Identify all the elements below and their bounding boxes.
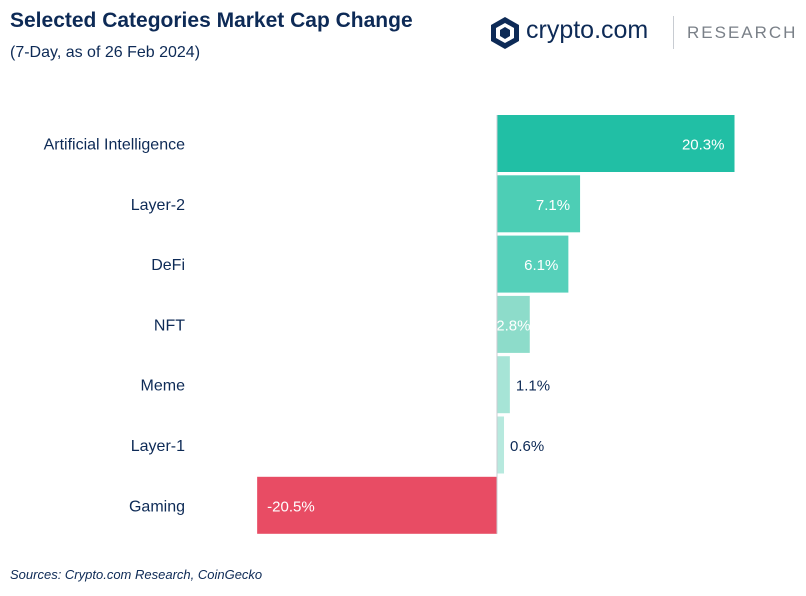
bar-defi — [497, 235, 569, 293]
chart-title: Selected Categories Market Cap Change — [10, 9, 413, 32]
bar-layer-1 — [497, 416, 505, 474]
category-label-layer-2: Layer-2 — [131, 197, 185, 214]
data-label-artificial-intelligence: 20.3% — [682, 137, 725, 154]
category-label-gaming: Gaming — [129, 498, 185, 515]
logo-research-text: RESEARCH — [687, 23, 798, 42]
bar-artificial-intelligence — [497, 115, 735, 172]
crypto-com-research-logo: crypto.com RESEARCH — [490, 14, 800, 54]
bar-layer-2 — [497, 175, 581, 233]
bar-meme — [497, 356, 510, 414]
category-label-layer-1: Layer-1 — [131, 438, 185, 455]
category-label-defi: DeFi — [151, 257, 185, 274]
chart-source-note: Sources: Crypto.com Research, CoinGecko — [10, 567, 263, 582]
data-label-layer-1: 0.6% — [510, 438, 544, 455]
category-label-artificial-intelligence: Artificial Intelligence — [44, 137, 186, 154]
category-label-meme: Meme — [141, 378, 186, 395]
data-label-defi: 6.1% — [524, 257, 558, 274]
data-label-gaming: -20.5% — [267, 498, 315, 515]
category-label-nft: NFT — [154, 317, 185, 334]
logo-brand-text: crypto.com — [526, 16, 649, 44]
bar-nft — [497, 295, 530, 353]
data-label-nft: 2.8% — [496, 317, 530, 334]
data-label-meme: 1.1% — [516, 378, 550, 395]
chart-subtitle: (7-Day, as of 26 Feb 2024) — [10, 44, 201, 61]
bar-gaming — [257, 476, 497, 534]
crypto-com-shield-icon — [491, 17, 519, 49]
logo-divider — [673, 16, 674, 49]
data-label-layer-2: 7.1% — [536, 197, 570, 214]
